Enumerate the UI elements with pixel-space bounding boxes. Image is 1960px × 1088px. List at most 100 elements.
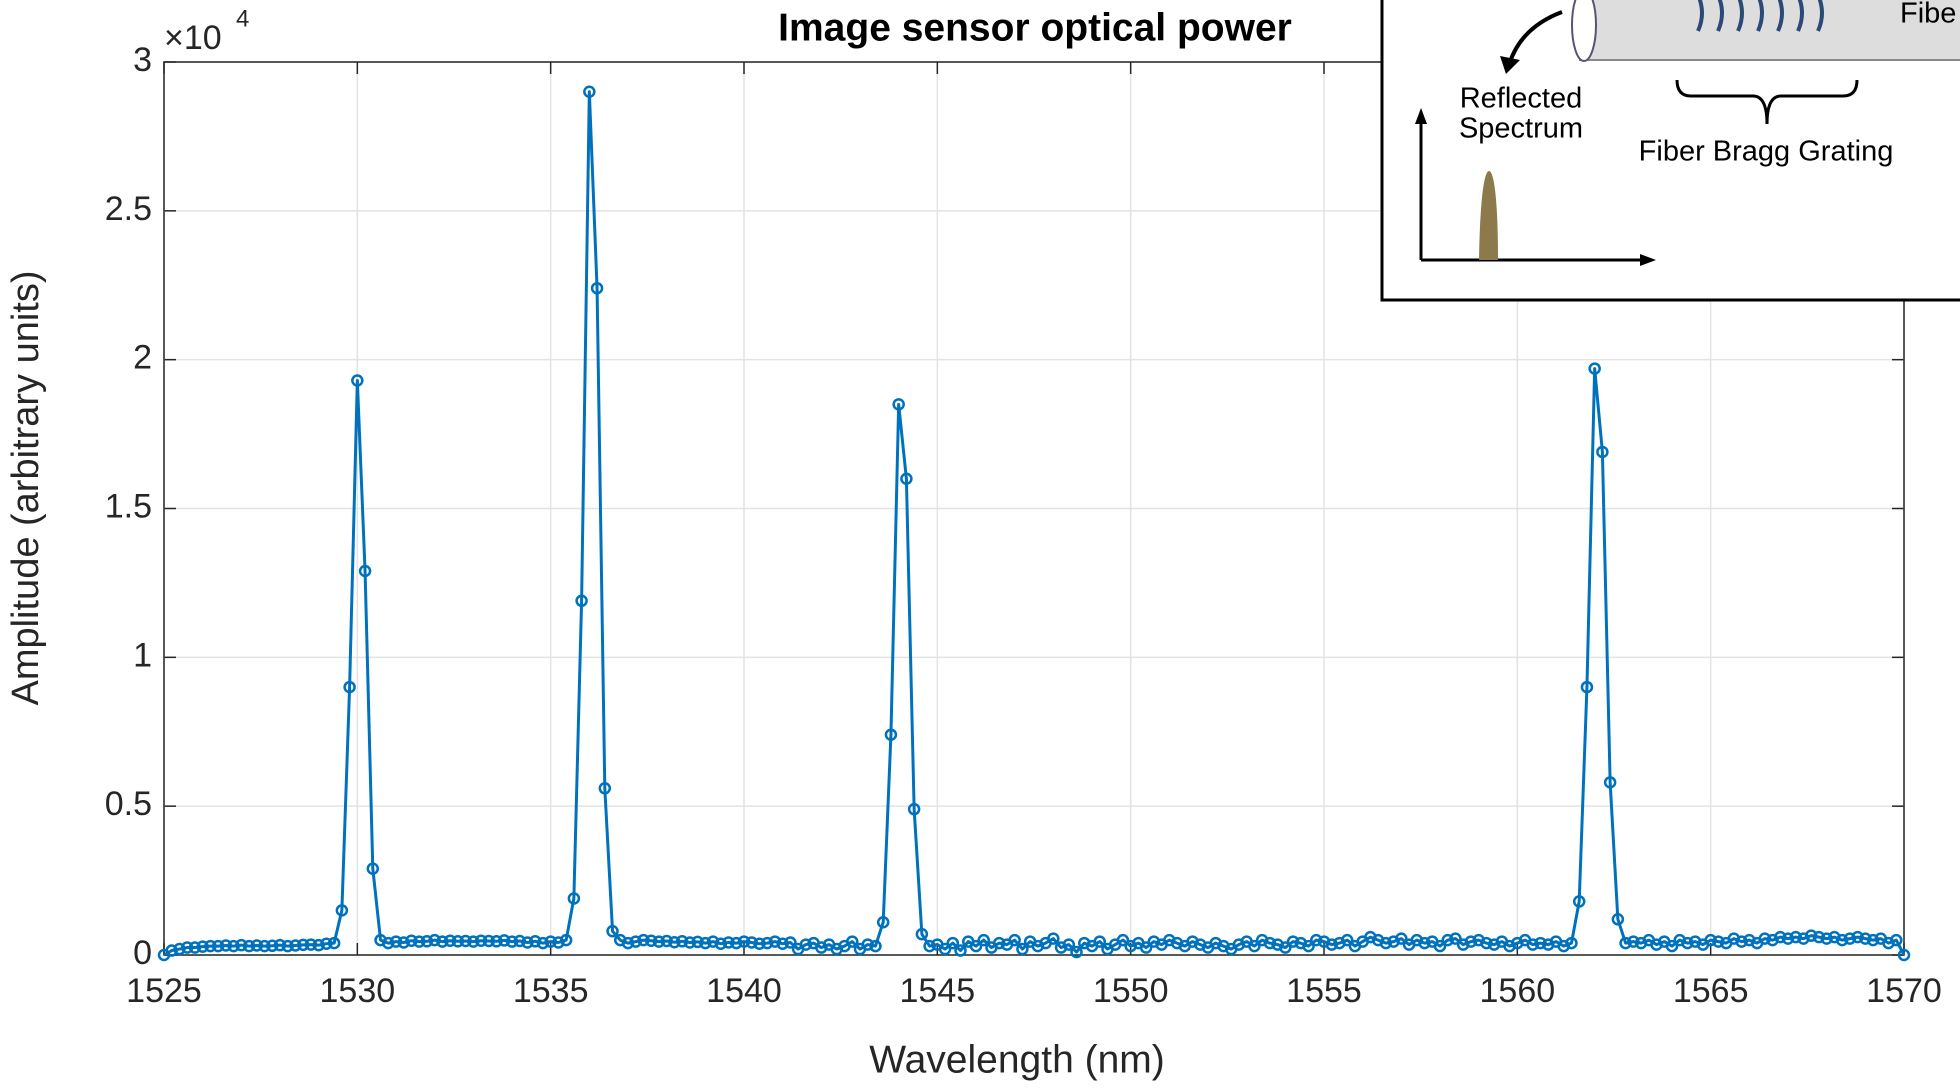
- data-point: [1449, 932, 1462, 945]
- data-point: [1464, 935, 1478, 948]
- data-point: [1681, 936, 1694, 950]
- data-point: [784, 936, 797, 949]
- data-point: [629, 935, 642, 948]
- data-point: [312, 938, 325, 952]
- data-point: [1758, 932, 1772, 945]
- data-point: [258, 939, 271, 953]
- x-tick-label: 1525: [126, 972, 202, 1010]
- y-tick-label: 2.5: [105, 190, 152, 228]
- data-point: [869, 939, 882, 953]
- data-point: [652, 935, 666, 948]
- data-point: [281, 939, 294, 953]
- data-point: [204, 939, 217, 953]
- y-tick-label: 0: [133, 934, 152, 972]
- data-point: [490, 935, 503, 948]
- data-point: [1310, 933, 1323, 947]
- data-point: [266, 939, 279, 953]
- data-point: [412, 935, 426, 948]
- data-point: [327, 936, 341, 950]
- data-point: [1534, 936, 1547, 950]
- x-axis-label: Wavelength (nm): [869, 1038, 1165, 1081]
- data-point: [737, 935, 751, 948]
- data-point: [776, 937, 789, 950]
- data-point: [1851, 930, 1864, 944]
- data-point: [1843, 932, 1857, 945]
- data-point: [606, 924, 619, 938]
- data-point: [1008, 933, 1021, 947]
- data-point: [250, 939, 264, 952]
- data-point: [1774, 930, 1787, 944]
- data-point: [397, 936, 410, 949]
- data-point: [706, 935, 720, 948]
- inset-label: Reflected: [1460, 83, 1583, 115]
- data-point: [482, 934, 496, 948]
- data-point: [428, 933, 441, 947]
- data-point: [892, 398, 905, 411]
- data-point: [1418, 936, 1431, 950]
- data-point: [366, 862, 380, 875]
- data-point: [227, 939, 240, 953]
- data-point: [946, 936, 960, 950]
- data-point: [1116, 933, 1130, 947]
- data-point: [1712, 935, 1725, 948]
- data-point: [165, 944, 178, 957]
- inset-label: Spectrum: [1459, 113, 1583, 145]
- x-tick-label: 1530: [320, 972, 396, 1010]
- data-point: [1480, 936, 1493, 950]
- data-point: [443, 934, 457, 947]
- data-point: [505, 935, 519, 948]
- data-point: [876, 916, 890, 929]
- data-point: [1820, 932, 1833, 945]
- data-point: [954, 944, 967, 957]
- x-tick-label: 1535: [513, 972, 589, 1010]
- data-point: [1866, 933, 1880, 947]
- data-point: [219, 939, 233, 952]
- data-point: [1526, 938, 1540, 951]
- arrow-head: [1500, 56, 1520, 74]
- brace: [1675, 79, 1859, 125]
- grating: [1696, 0, 1824, 32]
- data-point: [343, 680, 356, 694]
- data-point: [907, 802, 921, 816]
- data-point: [1302, 939, 1315, 953]
- arrow-head: [1640, 254, 1656, 266]
- plot-frame: [163, 61, 1905, 956]
- x-tick-label: 1570: [1866, 972, 1942, 1010]
- data-point: [1047, 932, 1060, 945]
- data-point: [405, 934, 418, 947]
- data-point: [969, 939, 983, 953]
- data-point: [242, 939, 256, 953]
- data-point: [699, 936, 712, 950]
- data-point: [590, 281, 604, 295]
- data-point: [644, 934, 658, 947]
- data-point: [745, 936, 758, 949]
- data-point: [1325, 938, 1338, 951]
- reflected-peak: [1479, 171, 1498, 260]
- data-point: [1704, 933, 1717, 947]
- y-axis-label: Amplitude (arbitrary units): [5, 270, 47, 705]
- data-point: [474, 934, 488, 947]
- data-point: [1619, 936, 1632, 950]
- data-point: [180, 941, 194, 954]
- x-tick-label: 1555: [1286, 972, 1362, 1010]
- data-point: [513, 934, 526, 948]
- data-point: [938, 942, 952, 956]
- data-point: [660, 934, 673, 948]
- x-tick-label: 1550: [1093, 972, 1169, 1010]
- data-point: [1611, 913, 1625, 926]
- data-point: [459, 934, 472, 948]
- data-point: [289, 939, 302, 952]
- data-point: [358, 564, 372, 578]
- data-point: [900, 472, 913, 485]
- data-point: [1588, 362, 1601, 375]
- y-multiplier: ×10: [164, 19, 222, 57]
- data-point: [799, 938, 813, 951]
- y-tick-label: 1.5: [105, 487, 152, 525]
- data-point: [320, 937, 333, 950]
- data-point: [637, 933, 650, 947]
- data-point: [1897, 948, 1911, 962]
- data-point: [1572, 895, 1586, 908]
- data-point: [760, 936, 774, 950]
- data-point: [598, 782, 612, 795]
